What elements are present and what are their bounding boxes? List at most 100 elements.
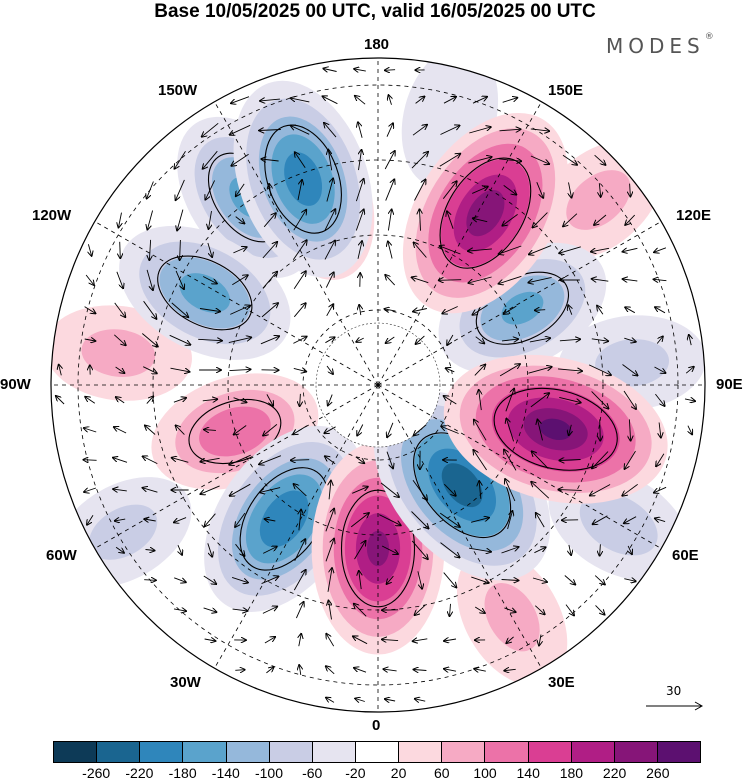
wind-arrow [236,183,245,196]
wind-arrow [411,511,429,529]
wind-arrow [689,335,691,346]
wind-arrow [443,572,457,588]
wind-arrow [501,339,518,341]
wind-arrow [385,179,395,201]
colorbar-swatch [183,742,227,762]
wind-arrow [412,479,427,500]
wind-arrow [205,180,216,199]
wind-arrow [594,214,607,225]
anomaly-contour [579,492,658,556]
wind-arrow [624,579,635,582]
wind-arrow [442,181,456,199]
wind-arrow [235,216,245,224]
wind-arrow [231,96,250,104]
wind-arrow [202,399,217,401]
wind-arrow [329,601,332,620]
wind-arrow [565,604,574,616]
wind-arrow [534,605,544,615]
wind-arrow [468,157,491,164]
wind-arrow [119,212,122,228]
wind-arrow [655,393,664,406]
wind-arrow [354,69,366,71]
wind-arrow [385,699,396,701]
wind-arrow [499,364,520,377]
wind-arrow [293,570,305,591]
wind-arrow [174,517,187,523]
wind-arrow [625,450,636,469]
lon-label-120e: 120E [676,207,712,224]
positive-anomaly [402,112,568,314]
wind-arrow [412,277,429,284]
wind-arrow [503,185,517,194]
wind-arrow [269,184,271,197]
wind-arrow [262,547,277,554]
wind-arrow [231,153,249,166]
lon-label-30w: 30W [170,674,201,691]
wind-arrow [205,513,216,527]
wind-arrow [200,457,220,461]
wind-arrow [264,637,275,644]
wind-arrow [149,239,150,260]
wind-arrow [600,419,601,440]
meridian-line [214,101,379,386]
colorbar-swatch [226,742,270,762]
wind-arrow [656,337,663,344]
wind-arrow [504,305,517,314]
wind-arrow [502,98,518,103]
wind-arrow [439,512,460,527]
wind-arrow [562,154,577,165]
colorbar-tick-label: 20 [390,765,407,781]
wind-arrow [115,519,126,521]
wind-arrow [442,306,458,314]
wind-arrow [229,454,251,465]
colorbar-tick-label: -140 [211,765,240,781]
wind-arrow [326,634,335,647]
wind-arrow [469,127,490,134]
wind-arrow [530,155,549,164]
colorbar [53,741,701,763]
wind-arrow [440,246,461,255]
wind-arrow [412,125,427,136]
wind-arrow [506,636,514,643]
reference-vector-arrow [646,701,704,711]
wind-arrow [323,96,338,105]
wind-arrow [294,484,307,497]
wind-arrow [474,669,486,671]
latitude-circle [227,234,529,536]
anomaly-contour [259,490,309,548]
wind-arrow [260,336,279,345]
wind-arrow [655,518,666,521]
anomaly-contour [501,291,544,325]
wind-arrow [292,240,306,260]
wind-arrow [325,272,333,288]
meridian-line [377,221,662,386]
wind-arrow [685,367,694,374]
wind-arrow [116,397,125,404]
wind-arrow [534,547,545,554]
wind-arrow [530,129,549,131]
wind-arrow [233,397,247,403]
wind-arrow [411,540,428,559]
wind-arrow [355,210,363,231]
wind-arrow [622,364,638,376]
wind-arrow [263,424,278,435]
wind-arrow [595,605,605,614]
colorbar-ticks: -260 -220 -180 -140 -100 -60 -20 20 60 100 140 180 2… [53,765,701,783]
wind-arrow [385,275,396,286]
wind-arrow [597,306,604,315]
wind-arrow [293,271,306,289]
wind-arrow [416,335,425,344]
wind-arrow [261,576,279,585]
wind-arrow [569,424,572,435]
wind-arrow [592,279,609,281]
colorbar-swatch [54,742,98,762]
wind-arrow [231,576,248,582]
wind-arrow [498,159,521,161]
wind-arrow [446,368,455,372]
wind-arrow [536,513,545,528]
wind-arrow [439,280,462,281]
wind-arrow [233,247,246,254]
map-title: Base 10/05/2025 00 UTC, valid 16/05/2025… [154,1,596,22]
wind-arrow [291,460,310,461]
wind-arrow [169,334,191,344]
